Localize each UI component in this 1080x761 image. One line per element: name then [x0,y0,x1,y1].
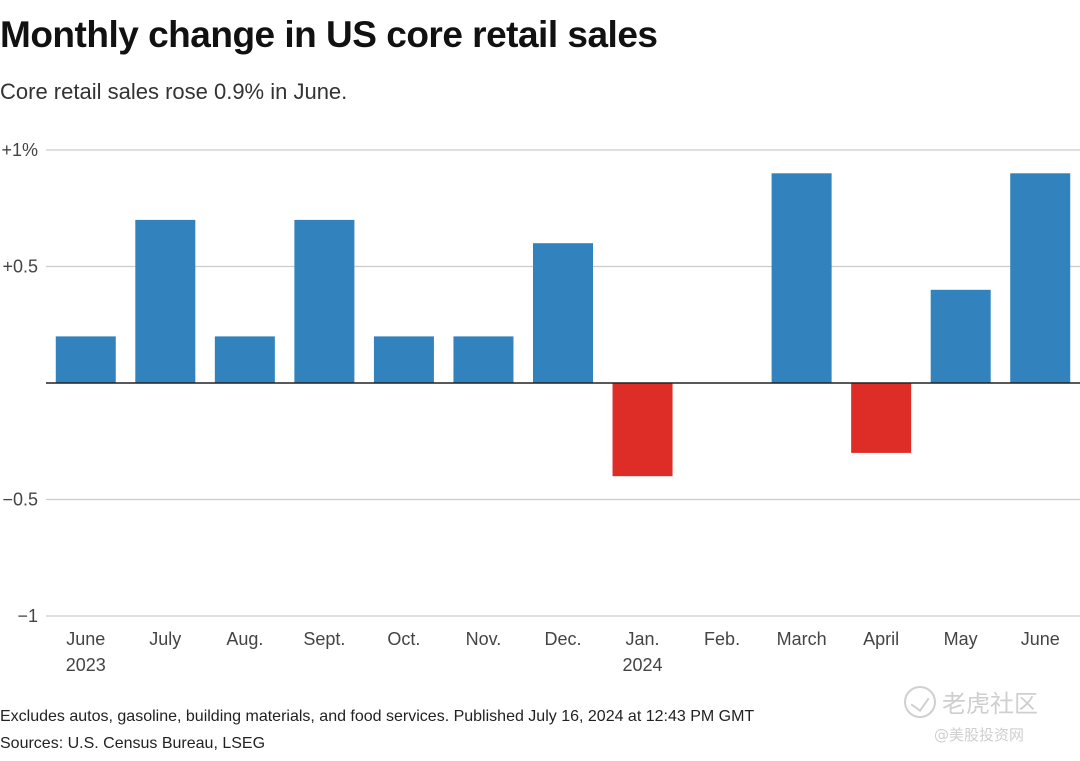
x-tick-label: Aug. [226,629,263,649]
bar-5 [453,336,514,383]
x-tick-label: Sept. [303,629,345,649]
x-tick-label: March [777,629,827,649]
x-tick-label: 2024 [623,655,663,675]
x-tick-label: June [1021,629,1060,649]
bar-chart: +1% +0.5 −0.5 −1 June 2023 July Aug. Sept. Oct. N… [1,140,1080,675]
y-tick-label: +0.5 [2,257,38,277]
x-tick-label: July [149,629,181,649]
check-circle-icon [904,686,936,718]
bar-7 [612,383,673,477]
x-tick-label: June [66,629,105,649]
x-tick-label: Oct. [387,629,420,649]
bar-6 [533,243,593,383]
watermark: 老虎社区 @美股投资网 [898,682,1058,752]
y-axis-ticks: +1% +0.5 −0.5 −1 [1,140,38,626]
chart-subtitle: Core retail sales rose 0.9% in June. [0,79,348,104]
x-tick-label: Nov. [466,629,502,649]
bar-9 [771,173,832,383]
x-tick-label: April [863,629,899,649]
sources-note: Sources: U.S. Census Bureau, LSEG [0,735,266,752]
x-tick-label: 2023 [66,655,106,675]
watermark-logo-text: 老虎社区 [942,690,1038,718]
bar-1 [135,219,196,383]
bars [55,173,1071,477]
watermark-subtext: @美股投资网 [934,726,1025,744]
bar-0 [55,336,116,383]
x-tick-label: Dec. [544,629,581,649]
bar-11 [930,289,991,383]
bar-12 [1010,173,1071,383]
bar-10 [851,383,912,453]
bar-2 [214,336,275,383]
bar-4 [373,336,434,383]
chart-title: Monthly change in US core retail sales [0,14,658,55]
x-tick-label: May [944,629,978,649]
y-tick-label: −0.5 [2,490,38,510]
x-tick-label: Jan. [626,629,660,649]
x-axis-ticks: June 2023 July Aug. Sept. Oct. Nov. Dec. Jan. 202… [66,629,1060,675]
x-tick-label: Feb. [704,629,740,649]
y-tick-label: +1% [1,140,38,160]
bar-3 [294,219,355,383]
gridlines [46,149,1080,617]
footnote: Excludes autos, gasoline, building mater… [0,708,755,725]
y-tick-label: −1 [17,606,38,626]
